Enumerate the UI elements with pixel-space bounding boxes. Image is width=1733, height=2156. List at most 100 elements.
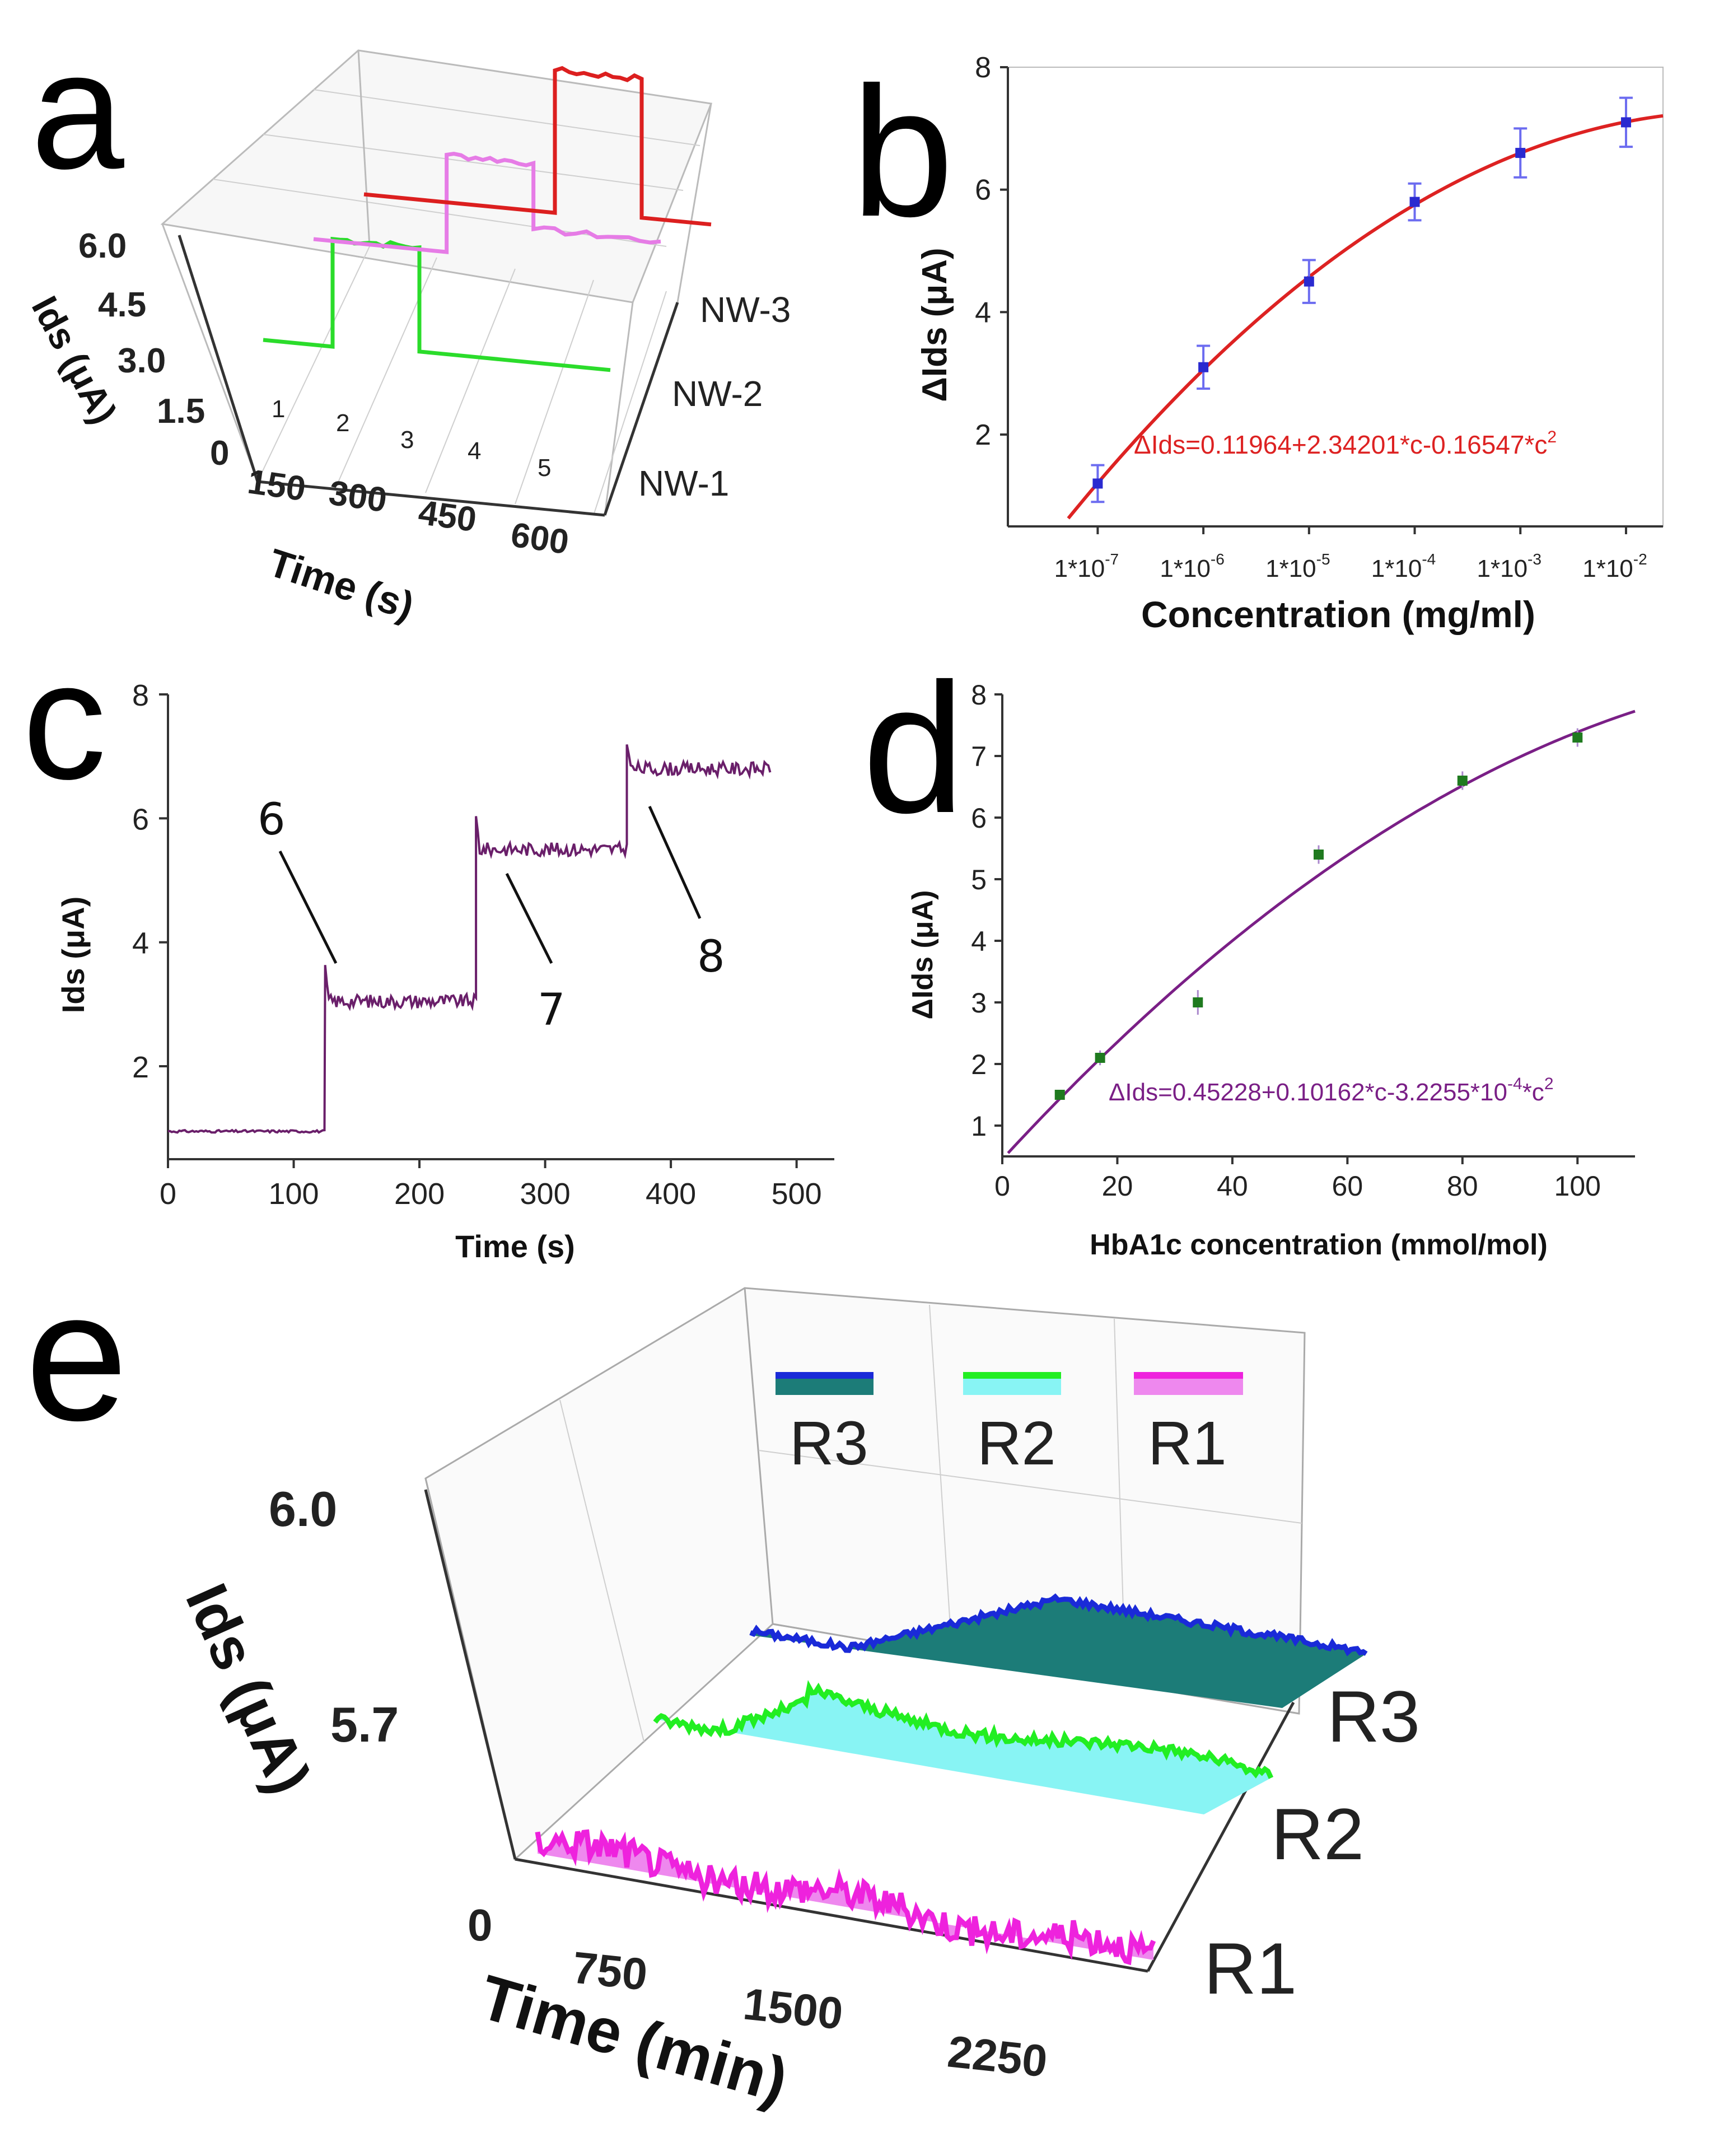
b-xtick-label: 1*10-5 — [1265, 550, 1330, 582]
d-ytick-label: 5 — [971, 864, 987, 895]
a-xlabel: Time (s) — [263, 540, 419, 628]
b-data-point — [1620, 117, 1631, 128]
c-xtick-label: 300 — [520, 1177, 571, 1211]
b-data-point — [1198, 362, 1209, 372]
panel-label-c: c — [22, 626, 106, 814]
c-trace — [167, 744, 772, 1134]
e-ytick-6: 6.0 — [269, 1481, 337, 1537]
e-xtick-0: 0 — [468, 1900, 493, 1950]
a-xtick-300: 300 — [326, 474, 389, 520]
b-xtick-label: 1*10-2 — [1582, 550, 1647, 582]
panel-label-a: a — [31, 16, 125, 204]
e-legend: R3 R2 R1 — [776, 1372, 1243, 1478]
d-xlabel: HbA1c concentration (mmol/mol) — [1090, 1229, 1548, 1261]
panel-e-3d-chart: e R3 R2 R1 6.0 5.7 — [25, 1252, 1420, 2116]
a-trace-nw-2 — [313, 151, 661, 254]
c-ytick-label: 8 — [132, 679, 149, 712]
b-data-point — [1515, 148, 1526, 158]
c-annotation-6: 6 — [258, 795, 286, 845]
legend-r3: R3 — [790, 1409, 868, 1478]
e-xtick-1500: 1500 — [741, 1978, 845, 2038]
c-annotation-8: 8 — [697, 932, 725, 982]
panel-a-3d-chart: a 1 2 3 4 5 6.0 4.5 3.0 1.5 0 150 — [24, 16, 791, 628]
b-data-point — [1092, 478, 1103, 489]
b-ytick-label: 8 — [975, 52, 991, 84]
b-ylabel: ΔIds (μA) — [915, 248, 954, 402]
a-series-nw3: NW-3 — [700, 290, 791, 330]
a-trace-nw-1 — [263, 236, 611, 372]
a-ytick-6: 6.0 — [78, 227, 127, 265]
panel-label-d: d — [862, 645, 965, 851]
d-ytick-label: 2 — [971, 1049, 987, 1080]
d-fit-equation: ΔIds=0.45228+0.10162*c-3.2255*10-4*c2 — [1109, 1075, 1554, 1106]
a-event-1: 1 — [272, 395, 285, 423]
c-xtick-label: 0 — [160, 1177, 176, 1211]
legend-r1: R1 — [1148, 1409, 1227, 1478]
d-ytick-label: 6 — [971, 802, 987, 834]
b-ytick-label: 6 — [975, 174, 991, 207]
e-axis-r1: R1 — [1204, 1928, 1297, 2009]
c-xtick-label: 500 — [772, 1177, 822, 1211]
a-series-nw2: NW-2 — [672, 374, 763, 414]
d-data-point — [1054, 1090, 1065, 1100]
c-annotation-7: 7 — [538, 985, 566, 1035]
d-xtick-label: 40 — [1217, 1170, 1248, 1202]
b-fit-equation: ΔIds=0.11964+2.34201*c-0.16547*c2 — [1134, 428, 1557, 459]
b-data-point — [1409, 197, 1420, 207]
c-xtick-label: 400 — [646, 1177, 696, 1211]
d-xtick-label: 100 — [1554, 1170, 1601, 1202]
e-ytick-5-7: 5.7 — [330, 1697, 399, 1752]
b-data-point — [1304, 276, 1314, 287]
e-r1-line — [535, 1829, 1156, 1966]
d-ytick-label: 7 — [971, 741, 987, 772]
d-xtick-label: 60 — [1332, 1170, 1363, 1202]
a-ytick-1-5: 1.5 — [157, 392, 205, 431]
panel-b-chart: b 2 4 6 8 1*10-7 1*10-6 1*10-5 1*10-4 1*10-3 1*10… — [851, 48, 1664, 635]
d-data-point — [1314, 850, 1324, 860]
e-r2-line — [653, 1680, 1274, 1779]
c-ytick-label: 2 — [132, 1051, 149, 1084]
c-xlabel: Time (s) — [455, 1229, 575, 1264]
b-xtick-label: 1*10-7 — [1054, 550, 1119, 582]
b-xtick-label: 1*10-6 — [1160, 550, 1224, 582]
c-ytick-label: 6 — [132, 802, 149, 836]
e-r3-line — [749, 1593, 1368, 1656]
e-r3-area — [750, 1597, 1366, 1708]
c-xtick-label: 100 — [268, 1177, 319, 1211]
e-axis-r2: R2 — [1271, 1793, 1364, 1875]
a-event-4: 4 — [468, 437, 481, 465]
e-ylabel: Ids (μA) — [173, 1574, 323, 1803]
d-ylabel: ΔIds (μA) — [907, 890, 939, 1020]
b-ytick-label: 4 — [975, 296, 991, 329]
a-ytick-4-5: 4.5 — [98, 286, 146, 324]
d-ytick-label: 4 — [971, 926, 987, 957]
b-xtick-label: 1*10-4 — [1371, 550, 1436, 582]
d-xtick-label: 80 — [1447, 1170, 1478, 1202]
d-data-point — [1457, 776, 1468, 786]
d-ytick-label: 8 — [971, 679, 987, 711]
d-ytick-label: 3 — [971, 987, 987, 1019]
c-ytick-label: 4 — [132, 927, 149, 960]
a-event-2: 2 — [336, 409, 349, 437]
e-xtick-2250: 2250 — [945, 2026, 1049, 2086]
c-xtick-label: 200 — [394, 1177, 445, 1211]
c-ylabel: Ids (μA) — [55, 897, 91, 1013]
b-fit-curve — [1067, 114, 1664, 520]
d-data-point — [1193, 997, 1203, 1007]
d-fit-curve — [1007, 710, 1636, 1154]
d-ytick-label: 1 — [971, 1110, 987, 1142]
a-xtick-0: 0 — [210, 434, 229, 473]
a-event-5: 5 — [538, 454, 551, 482]
a-xtick-150: 150 — [245, 463, 308, 509]
legend-r2: R2 — [977, 1409, 1056, 1478]
d-data-point — [1095, 1053, 1105, 1063]
e-r2-area — [655, 1687, 1271, 1814]
a-xtick-450: 450 — [416, 493, 479, 540]
panel-label-b: b — [851, 48, 954, 255]
d-xtick-label: 20 — [1102, 1170, 1133, 1202]
d-xtick-label: 0 — [994, 1170, 1010, 1202]
b-xlabel: Concentration (mg/ml) — [1141, 594, 1535, 635]
b-xtick-label: 1*10-3 — [1477, 550, 1542, 582]
